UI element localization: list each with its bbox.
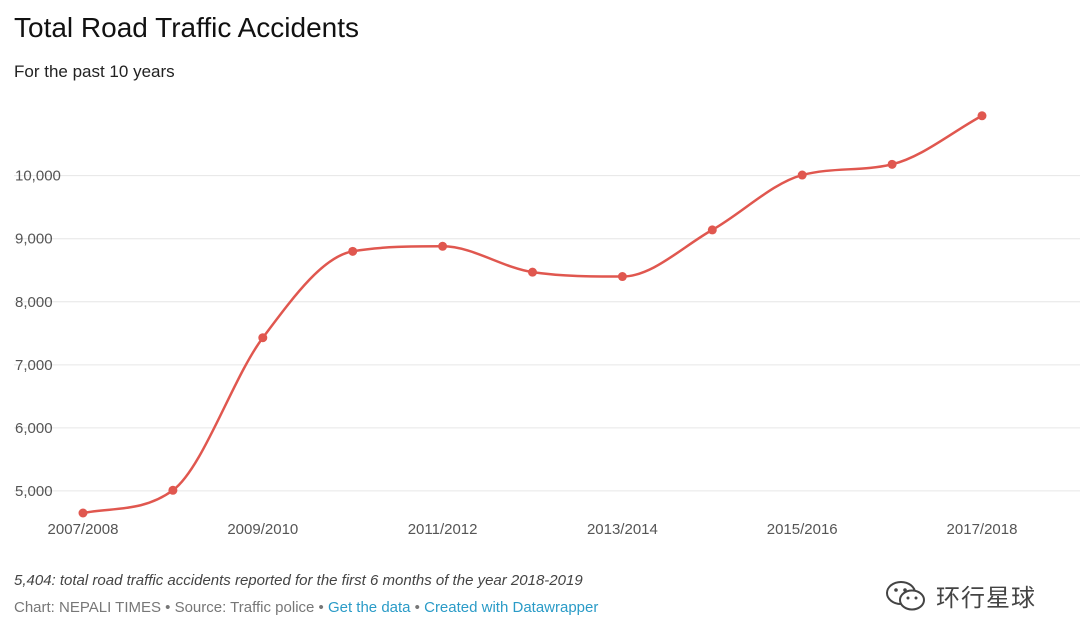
footer-separator: • — [410, 599, 425, 616]
data-point — [707, 225, 717, 235]
data-point — [168, 485, 178, 495]
y-tick-label: 9,000 — [15, 231, 53, 248]
data-point — [78, 508, 88, 518]
data-point — [617, 272, 627, 282]
wechat-icon — [886, 580, 925, 610]
data-point — [977, 111, 987, 121]
data-point — [348, 246, 358, 256]
series-layer — [78, 111, 987, 518]
x-tick-label: 2011/2012 — [408, 521, 478, 538]
series-line — [82, 114, 983, 515]
data-point — [258, 333, 268, 343]
chart-title: Total Road Traffic Accidents — [14, 12, 359, 43]
gridlines — [14, 175, 1080, 492]
y-tick-label: 7,000 — [15, 357, 53, 374]
data-point — [887, 159, 897, 169]
x-axis-ticks: 2007/2008 2009/2010 2011/2012 2013/2014 2015… — [48, 521, 1018, 538]
watermark-text: 环行星球 — [936, 584, 1036, 612]
chart-note: 5,404: total road traffic accidents repo… — [14, 572, 583, 589]
y-tick-label: 6,000 — [15, 420, 53, 437]
x-tick-label: 2017/2018 — [947, 521, 1018, 538]
y-tick-label: 5,000 — [15, 483, 53, 500]
y-axis-ticks: 5,000 6,000 7,000 8,000 9,000 10,000 — [15, 168, 61, 500]
data-point — [528, 267, 537, 277]
line-chart: 5,000 6,000 7,000 8,000 9,000 10,000 2007/200… — [14, 111, 1080, 538]
x-tick-label: 2009/2010 — [227, 521, 298, 538]
y-tick-label: 10,000 — [15, 168, 61, 185]
x-tick-label: 2013/2014 — [587, 521, 658, 538]
y-tick-label: 8,000 — [15, 294, 53, 311]
x-tick-label: 2015/2016 — [767, 521, 838, 538]
get-data-link[interactable]: Get the data — [327, 599, 411, 616]
datawrapper-link[interactable]: Created with Datawrapper — [424, 599, 599, 616]
chart-subtitle: For the past 10 years — [14, 62, 175, 81]
watermark: 环行星球 — [884, 578, 1036, 613]
chart-footer: Chart: NEPALI TIMES • Source: Traffic po… — [14, 599, 598, 616]
data-point — [797, 170, 807, 180]
x-tick-label: 2007/2008 — [48, 521, 119, 538]
credit-text: Chart: NEPALI TIMES • Source: Traffic po… — [14, 599, 328, 616]
data-point — [438, 241, 448, 251]
